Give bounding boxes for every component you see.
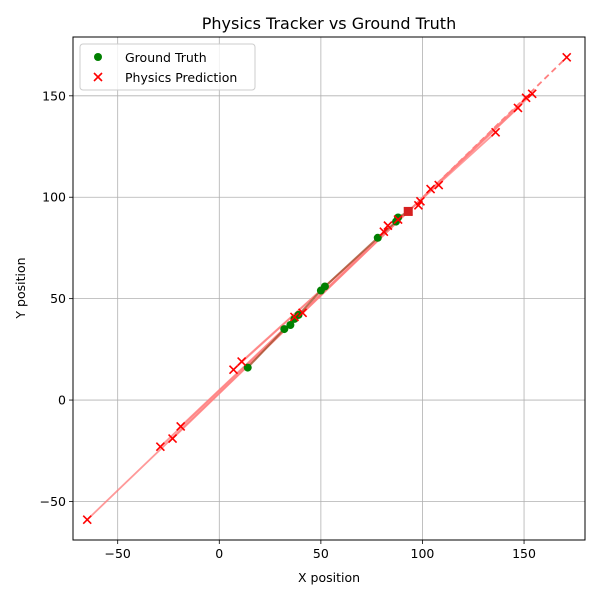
x-tick-label: 0 [215,546,223,561]
prediction-point [379,227,389,237]
prediction-point-stroke [379,227,389,237]
y-tick-label: 150 [42,88,66,103]
prediction-point [527,89,537,99]
prediction-point [237,356,247,367]
x-axis-label: X position [298,570,360,585]
prediction-point-stroke [426,184,436,194]
ground-truth-point [280,325,289,334]
x-tick-label: 50 [313,546,329,561]
chart-title: Physics Tracker vs Ground Truth [202,14,456,33]
prediction-point [434,180,444,190]
prediction-point-stroke [228,365,239,375]
prediction-point [383,221,393,231]
prediction-point [513,103,523,113]
x-tick-label: −50 [105,546,131,561]
prediction-point [562,52,572,62]
prediction-point [298,308,308,318]
x-tick-label: 150 [512,546,536,561]
prediction-point-stroke [562,52,572,62]
prediction-point [426,184,436,194]
x-axis-ticks: −50 0 50 100 150 [105,540,536,561]
prediction-point-stroke [491,127,501,137]
legend-label-physics-prediction: Physics Prediction [125,70,237,85]
x-tick-label: 100 [411,546,435,561]
prediction-point [415,196,425,206]
y-axis-label: Y position [13,257,28,319]
prediction-point-stroke [393,214,403,225]
ground-truth-point [320,282,329,291]
prediction-point-stroke [513,103,523,113]
prediction-point [176,421,186,431]
prediction-point-stroke [521,93,531,103]
prediction-point [228,365,239,375]
prediction-series [82,52,572,525]
legend-marker-physics-prediction [93,72,103,82]
current-position-marker [403,206,413,216]
ground-truth-point [294,310,303,319]
legend: Ground Truth Physics Prediction [79,43,256,91]
prediction-point [155,442,165,452]
prediction-point [167,434,178,444]
prediction-point [82,515,92,525]
y-tick-label: 0 [58,393,66,408]
prediction-point-stroke [298,308,308,318]
prediction-point-stroke [237,356,247,367]
prediction-point [491,127,501,137]
prediction-point-stroke [155,442,165,452]
prediction-point-stroke [289,312,300,322]
prediction-point-stroke [434,180,444,190]
prediction-point [521,93,531,103]
prediction-point [289,312,300,322]
y-tick-label: −50 [40,494,66,509]
ground-truth-point [286,321,295,330]
legend-marker-ground-truth [94,53,102,61]
y-tick-label: 100 [42,190,66,205]
prediction-point [393,214,403,225]
prediction-point-stroke [82,515,92,525]
ground-truth-point [373,233,382,242]
ground-truth-point [394,213,403,222]
prediction-point-stroke [167,434,178,444]
prediction-point-stroke [527,89,537,99]
plot-frame [72,36,586,541]
y-tick-label: 50 [50,291,66,306]
prediction-point-stroke [383,221,393,231]
trajectory-dashed-line [407,56,568,213]
prediction-point-stroke [176,421,186,431]
ground-truth-point [243,363,252,372]
legend-box [79,43,256,91]
y-axis-ticks: −50 0 50 100 150 [40,88,73,509]
prediction-point-stroke [415,196,425,206]
legend-label-ground-truth: Ground Truth [125,50,207,65]
